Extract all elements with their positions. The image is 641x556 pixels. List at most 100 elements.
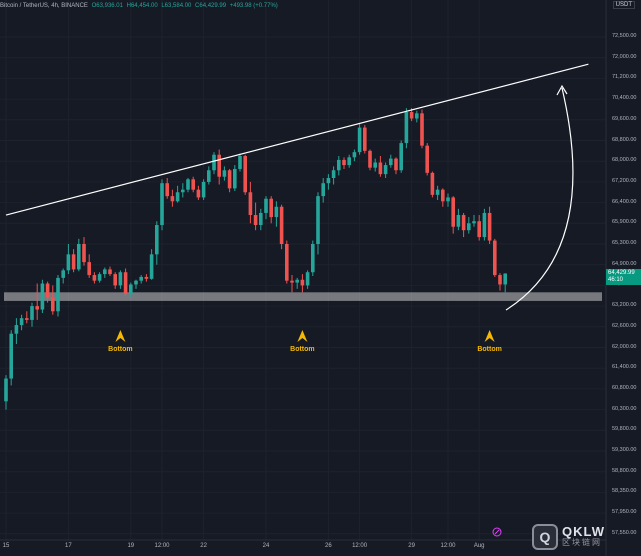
candle-body	[77, 244, 81, 270]
last-price-tag: 64,429.99 46:10	[606, 268, 641, 285]
candle-body	[285, 244, 289, 281]
symbol-title[interactable]: Bitcoin / TetherUS, 4h, BINANCE	[0, 3, 88, 9]
candle-body	[25, 318, 29, 320]
candle-body	[331, 170, 336, 179]
candle-body	[87, 262, 91, 276]
candle-body	[217, 154, 221, 177]
candle-body	[212, 154, 216, 171]
candle-body	[274, 206, 279, 218]
bottom-arrow-icon	[297, 330, 308, 342]
candle-body	[196, 189, 201, 198]
price-tick-label: 70,400.00	[612, 95, 637, 102]
price-tick-label: 68,800.00	[612, 136, 637, 143]
candle-body	[441, 189, 445, 202]
candle-body	[316, 196, 320, 244]
price-tick-label: 61,400.00	[612, 364, 637, 371]
candle-body	[378, 162, 383, 175]
price-tick-label: 72,500.00	[612, 33, 637, 39]
candle-body	[45, 283, 50, 298]
candle-body	[149, 254, 154, 279]
currency-button[interactable]: USDT	[612, 1, 635, 9]
candle-body	[409, 112, 414, 119]
projection-arrowhead	[556, 84, 568, 96]
candle-body	[342, 159, 346, 166]
price-tick-label: 57,550.00	[612, 529, 637, 536]
candle-body	[451, 197, 455, 227]
time-tick-label: 12:00	[154, 543, 170, 549]
price-tick-label: 60,800.00	[612, 384, 637, 391]
candle-body	[238, 156, 242, 169]
candle-body	[92, 275, 97, 281]
candle-body	[477, 221, 481, 238]
time-tick-label: 26	[325, 543, 332, 549]
candle-body	[233, 168, 237, 189]
time-tick-label: 17	[65, 543, 72, 549]
bottom-label: Bottom	[108, 346, 133, 353]
bottom-label: Bottom	[290, 346, 315, 353]
candle-body	[40, 283, 45, 310]
price-tick-label: 65,900.00	[612, 219, 637, 226]
candle-body	[295, 279, 299, 283]
time-tick-label: 22	[200, 543, 207, 549]
bottom-markers	[115, 330, 495, 342]
price-tick-label: 66,400.00	[612, 198, 637, 205]
symbol-legend[interactable]: Bitcoin / TetherUS, 4h, BINANCE O63,936.…	[0, 0, 280, 12]
candle-body	[9, 333, 13, 379]
price-tick-label: 69,600.00	[612, 115, 637, 122]
price-tick-label: 65,300.00	[612, 240, 637, 246]
price-tick-label: 59,300.00	[612, 447, 637, 453]
candle-body	[191, 179, 195, 190]
candle-body	[337, 159, 341, 171]
bottom-arrow-icon	[115, 330, 126, 342]
candle-body	[264, 198, 268, 213]
clock-icon[interactable]	[492, 527, 502, 537]
watermark-name: QKLW	[562, 524, 605, 539]
open-value: O63,936.01	[91, 3, 123, 9]
candle-body	[326, 178, 331, 184]
candle-body	[160, 183, 164, 226]
candle-body	[123, 272, 128, 295]
candle-body	[56, 277, 60, 312]
candle-body	[425, 145, 429, 173]
price-tick-label: 64,900.00	[612, 260, 637, 267]
high-value: H64,454.00	[126, 3, 158, 9]
bar-countdown: 46:10	[608, 276, 624, 283]
candle-body	[201, 181, 206, 198]
candle-body	[467, 223, 471, 231]
watermark-logo: Q QKLW 区块链网	[532, 523, 640, 551]
candle-body	[97, 274, 102, 281]
close-value: C64,429.99	[195, 3, 227, 9]
candle-body	[383, 165, 388, 175]
candle-body	[498, 275, 502, 285]
candle-body	[129, 284, 133, 295]
candle-body	[71, 254, 76, 270]
candle-body	[305, 272, 310, 286]
candle-body	[170, 196, 175, 202]
candle-body	[19, 318, 24, 326]
candle-body	[186, 179, 190, 190]
candle-body	[435, 189, 440, 195]
candle-body	[430, 172, 435, 195]
candle-body	[155, 225, 159, 255]
candle-body	[269, 198, 273, 218]
price-tick-label: 60,300.00	[612, 405, 637, 412]
candle-body	[461, 215, 466, 231]
candle-body	[222, 170, 227, 177]
price-tick-label: 68,000.00	[612, 157, 637, 164]
time-tick-label: 24	[262, 543, 270, 549]
last-price: 64,429.99	[608, 269, 635, 276]
candle-body	[373, 162, 377, 168]
candle-body	[51, 297, 55, 312]
price-tick-label: 62,600.00	[612, 322, 637, 329]
low-value: L63,584.00	[161, 3, 192, 9]
time-tick-label: 12:00	[352, 543, 368, 549]
q-logo-icon: Q	[532, 524, 558, 550]
candle-body	[404, 112, 409, 144]
candle-body	[363, 127, 367, 151]
support-zone	[4, 292, 602, 301]
candle-body	[290, 280, 294, 283]
candle-body	[207, 170, 211, 182]
candle-body	[175, 192, 180, 202]
candle-body	[347, 157, 351, 166]
